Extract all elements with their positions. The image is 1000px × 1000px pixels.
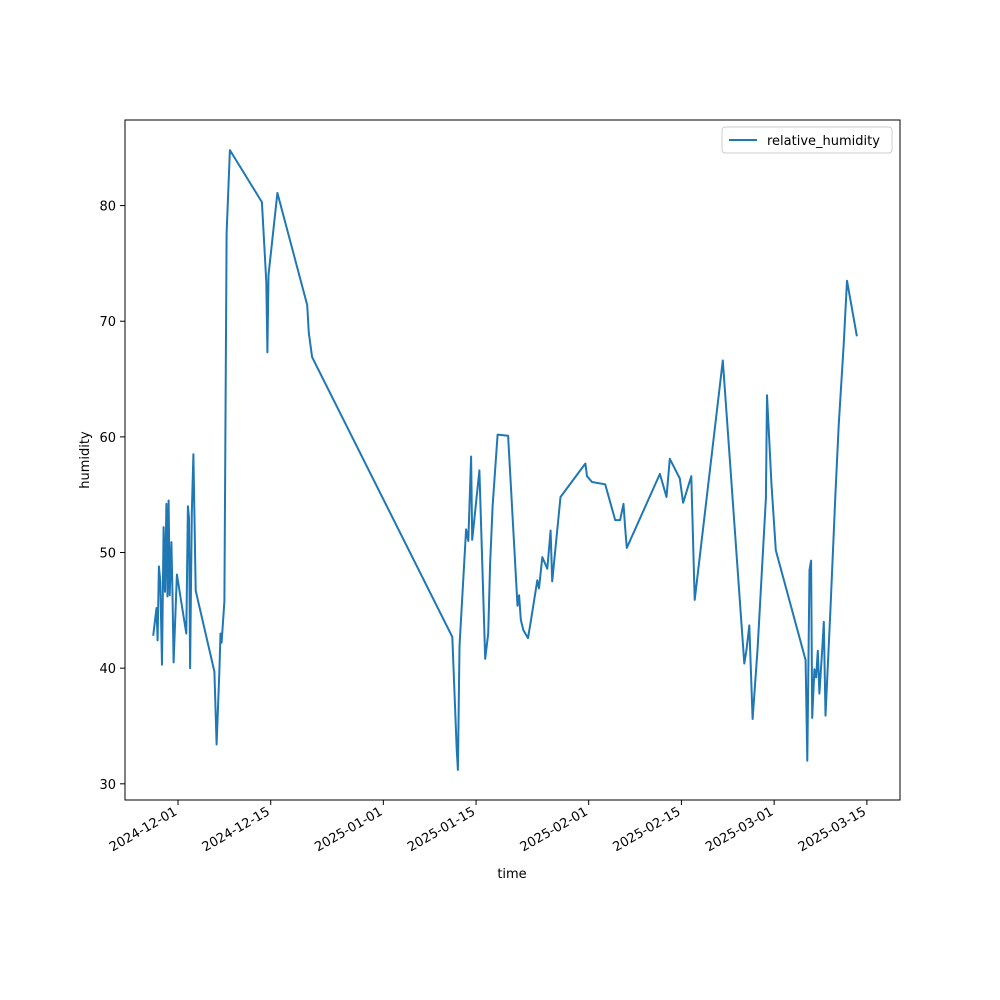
y-tick-label: 60 xyxy=(99,431,116,446)
x-tick-label: 2025-01-01 xyxy=(312,804,385,855)
y-tick-label: 70 xyxy=(99,315,116,330)
y-axis: 30 40 50 60 70 80 xyxy=(99,200,125,793)
plot-frame xyxy=(124,119,901,801)
x-axis: 2024-12-01 2024-12-15 2025-01-01 2025-01-15… xyxy=(107,800,869,855)
x-tick-label: 2025-02-01 xyxy=(518,804,591,855)
plot-area xyxy=(124,119,901,801)
y-tick-label: 50 xyxy=(99,547,116,562)
y-tick-label: 30 xyxy=(99,778,116,793)
legend-box xyxy=(721,126,893,154)
y-tick-label: 80 xyxy=(99,200,116,215)
legend: relative_humidity xyxy=(721,126,893,154)
x-tick-label: 2025-03-15 xyxy=(796,804,869,855)
x-tick-label: 2025-03-01 xyxy=(703,804,776,855)
legend-label: relative_humidity xyxy=(767,134,880,149)
y-tick-label: 40 xyxy=(99,662,116,677)
series-line-0 xyxy=(152,149,858,771)
x-tick-label: 2025-01-15 xyxy=(405,804,478,855)
x-tick-label: 2024-12-01 xyxy=(107,804,180,855)
x-tick-label: 2025-02-15 xyxy=(610,804,683,855)
y-axis-title: humidity xyxy=(78,431,93,489)
x-axis-title: time xyxy=(497,867,526,882)
x-tick-label: 2024-12-15 xyxy=(200,804,273,855)
series-layer xyxy=(152,149,858,771)
